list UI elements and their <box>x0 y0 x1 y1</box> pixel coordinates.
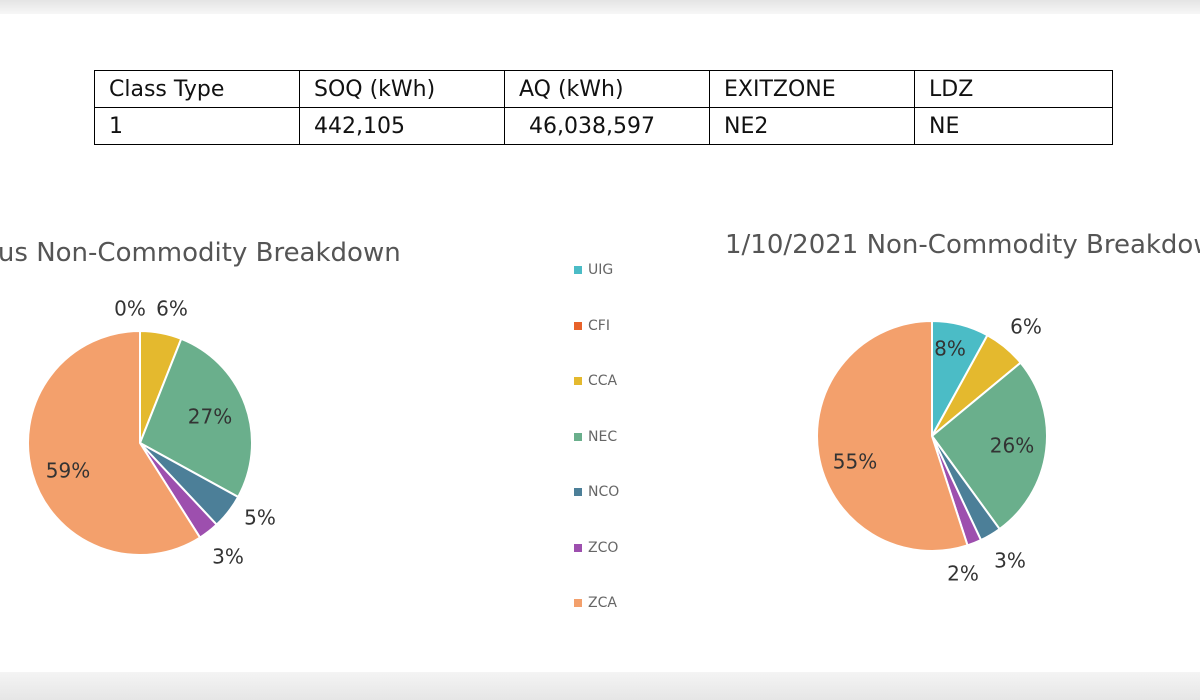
legend-item-uig: UIG <box>574 262 613 278</box>
pie-slice-zca <box>27 329 202 556</box>
table-cell-soq: 442,105 <box>299 107 505 145</box>
top-frame-bar <box>0 0 1200 14</box>
legend-label: ZCA <box>588 595 617 611</box>
left-chart-title: ous Non-Commodity Breakdown <box>0 238 401 268</box>
table-header-cell: AQ (kWh) <box>504 70 710 108</box>
pie-data-label-nec: 27% <box>188 405 232 429</box>
pie-data-label-cfi: 0% <box>114 297 146 321</box>
pie-slice-zca <box>816 319 969 552</box>
table-header-row: Class Type SOQ (kWh) AQ (kWh) EXITZONE L… <box>94 70 1113 108</box>
legend-swatch <box>574 377 582 385</box>
pie-data-label-cca: 6% <box>1010 315 1042 339</box>
table-header-cell: Class Type <box>94 70 300 108</box>
legend-item-zco: ZCO <box>574 540 618 556</box>
legend-item-zca: ZCA <box>574 595 617 611</box>
legend-item-cca: CCA <box>574 373 617 389</box>
legend-item-cfi: CFI <box>574 318 610 334</box>
legend-label: ZCO <box>588 539 619 556</box>
pie-data-label-nec: 26% <box>990 434 1034 458</box>
bottom-frame-bar <box>0 672 1200 700</box>
right-chart-title: 1/10/2021 Non-Commodity Breakdow <box>725 230 1200 260</box>
table-header-cell: LDZ <box>914 70 1113 108</box>
pie-slice-nec <box>930 361 1048 531</box>
pie-data-label-zca: 55% <box>833 450 877 474</box>
legend-swatch <box>574 599 582 607</box>
table-header-cell: SOQ (kWh) <box>299 70 505 108</box>
pie-data-label-zco: 2% <box>947 562 979 586</box>
legend-item-nec: NEC <box>574 429 617 445</box>
legend-label: NEC <box>588 428 618 445</box>
legend-swatch <box>574 488 582 496</box>
pie-data-label-uig: 8% <box>934 337 966 361</box>
legend-label: UIG <box>588 262 614 278</box>
table-cell-exitzone: NE2 <box>709 107 915 145</box>
legend-label: CCA <box>588 373 618 389</box>
table-row: 1 442,105 46,038,597 NE2 NE <box>94 107 1113 145</box>
legend-swatch <box>574 543 582 552</box>
legend-swatch <box>574 321 582 330</box>
legend-swatch <box>574 266 582 274</box>
legend-label: CFI <box>588 317 610 334</box>
legend-item-nco: NCO <box>574 484 619 500</box>
legend-label: NCO <box>588 484 620 500</box>
pie-data-label-nco: 5% <box>244 506 276 530</box>
meter-info-table: Class Type SOQ (kWh) AQ (kWh) EXITZONE L… <box>94 70 1113 145</box>
table-cell-aq: 46,038,597 <box>504 107 710 145</box>
pie-data-label-zco: 3% <box>212 545 244 569</box>
table-cell-ldz: NE <box>914 107 1113 145</box>
pie-data-label-nco: 3% <box>994 549 1026 573</box>
pie-data-label-cca: 6% <box>156 297 188 321</box>
pie-data-label-zca: 59% <box>46 459 90 483</box>
legend-swatch <box>574 432 582 441</box>
